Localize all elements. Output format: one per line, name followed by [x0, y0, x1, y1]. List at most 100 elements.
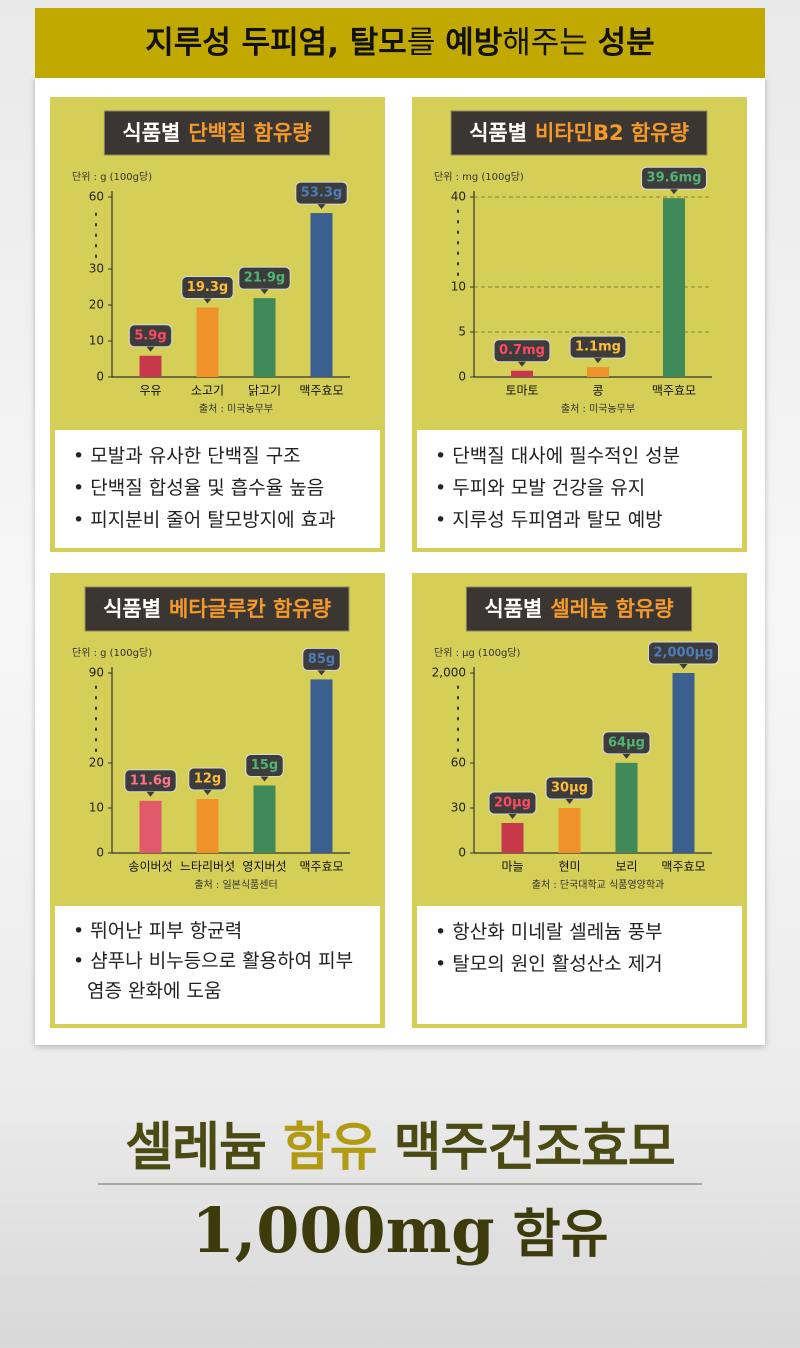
- callout-pointer: [203, 298, 212, 304]
- chart-title-text: 식품별 베타글루칸 함유량: [103, 597, 331, 621]
- bar: [139, 355, 162, 377]
- callout-pointer: [565, 799, 574, 804]
- value-callout: 53.3g: [295, 181, 348, 210]
- source-label: 출처 : 미국농무부: [561, 403, 635, 415]
- note-item: 항산화 미네랄 셀레늄 풍부: [435, 916, 719, 948]
- bar: [310, 679, 333, 853]
- bar: [196, 307, 219, 377]
- chart-panel: 식품별 단백질 함유량 단위 : g (100g당) 0 10 20 30 60 우유 5.9g 소…: [50, 97, 385, 552]
- x-tick-label: 소고기: [191, 384, 224, 398]
- value-callout: 21.9g: [238, 266, 291, 295]
- y-tick-label: 10: [451, 280, 466, 294]
- y-tick-label: 20: [89, 298, 104, 312]
- callout-pointer: [260, 776, 269, 782]
- header-text: 예방: [445, 25, 503, 61]
- value-callout: 39.6mg: [641, 166, 707, 195]
- bar: [672, 673, 695, 853]
- value-callout: 0.7mg: [493, 339, 551, 367]
- chart-title: 식품별 비타민B2 함유량: [450, 110, 708, 156]
- value-label: 0.7mg: [499, 343, 545, 358]
- value-label: 20μg: [494, 796, 531, 811]
- title-box: [84, 586, 350, 632]
- note-item: 모발과 유사한 단백질 구조: [73, 440, 357, 472]
- callout-pointer: [260, 289, 269, 295]
- value-callout: 1.1mg: [569, 335, 627, 364]
- chart-panel: 식품별 베타글루칸 함유량 단위 : g (100g당) 0 10 20 90 송이버섯 11.…: [50, 573, 385, 1028]
- y-tick-label: 20: [89, 756, 104, 770]
- y-tick-label: 60: [451, 756, 466, 770]
- chart-panel: 식품별 셀레늄 함유량 단위 : μg (100g당) 0 30 60 2,000 마늘 20μ…: [412, 573, 747, 1028]
- note-item: 샴푸나 비누등으로 활용하여 피부염증 완화에 도움: [73, 946, 357, 1006]
- x-tick-label: 맥주효모: [661, 860, 705, 874]
- callout-pointer: [622, 753, 631, 759]
- source-label: 출처 : 미국농무부: [199, 403, 273, 415]
- header-text: 성분: [597, 25, 655, 61]
- y-tick-label: 40: [451, 190, 466, 204]
- x-tick-label: 우유: [139, 384, 161, 398]
- callout-pointer: [594, 358, 602, 364]
- title-prefix: 식품별: [484, 597, 542, 621]
- y-tick-label: 90: [89, 666, 104, 680]
- footer-amount: 1,000mg 함유: [0, 1192, 800, 1267]
- x-tick-label: 토마토: [505, 384, 538, 398]
- y-tick-label: 0: [96, 370, 104, 384]
- title-highlight: 셀레늄 함유량: [550, 597, 673, 621]
- note-list: 뛰어난 피부 항균력샴푸나 비누등으로 활용하여 피부염증 완화에 도움: [55, 906, 380, 1024]
- bar: [615, 762, 638, 853]
- title-prefix: 식품별: [469, 121, 527, 145]
- y-tick-label: 0: [458, 846, 466, 860]
- y-tick-label: 10: [89, 334, 104, 348]
- chart-panel: 식품별 비타민B2 함유량 단위 : mg (100g당) 0 5 10 40 토마토 0.7m…: [412, 97, 747, 552]
- y-tick-label: 60: [89, 190, 104, 204]
- x-tick-label: 맥주효모: [299, 384, 343, 398]
- headline-part: 셀레늄: [125, 1118, 283, 1178]
- note-item: 두피와 모발 건강을 유지: [435, 472, 719, 504]
- callout-pointer: [670, 189, 678, 195]
- bar: [196, 799, 219, 853]
- value-label: 30μg: [551, 781, 588, 796]
- value-callout: 64μg: [602, 731, 651, 759]
- unit-label: 단위 : mg (100g당): [434, 170, 524, 183]
- note-item: 피지분비 줄어 탈모방지에 효과: [73, 504, 357, 536]
- title-box: [103, 110, 331, 156]
- value-callout: 15g: [245, 754, 284, 782]
- header-text: 를: [406, 25, 446, 61]
- x-tick-label: 현미: [558, 860, 580, 874]
- x-tick-label: 맥주효모: [299, 860, 343, 874]
- x-tick-label: 닭고기: [248, 384, 281, 398]
- value-label: 39.6mg: [647, 171, 702, 186]
- value-label: 19.3g: [187, 280, 228, 295]
- x-tick-label: 보리: [615, 860, 637, 874]
- value-callout: 5.9g: [128, 324, 173, 352]
- value-callout: 85g: [302, 647, 341, 676]
- value-label: 15g: [251, 758, 278, 773]
- y-tick-label: 10: [89, 801, 104, 815]
- value-callout: 11.6g: [124, 769, 177, 797]
- chart-title: 식품별 셀레늄 함유량: [465, 586, 693, 632]
- value-label: 2,000μg: [654, 646, 714, 661]
- header-text: 지루성 두피염, 탈모: [145, 25, 407, 61]
- value-label: 5.9g: [134, 328, 166, 343]
- note-item: 탈모의 원인 활성산소 제거: [435, 948, 719, 980]
- chart-title-text: 식품별 비타민B2 함유량: [469, 121, 689, 145]
- callout-pointer: [508, 814, 517, 819]
- value-label: 11.6g: [130, 773, 171, 788]
- note-list: 단백질 대사에 필수적인 성분두피와 모발 건강을 유지지루성 두피염과 탈모 …: [417, 430, 742, 548]
- note-list: 항산화 미네랄 셀레늄 풍부탈모의 원인 활성산소 제거: [417, 906, 742, 1024]
- callout-pointer: [203, 790, 212, 795]
- note-item: 뛰어난 피부 항균력: [73, 916, 357, 946]
- bar: [310, 213, 333, 377]
- callout-pointer: [146, 346, 155, 352]
- unit-label: 단위 : g (100g당): [72, 646, 152, 659]
- bar: [511, 370, 533, 377]
- value-callout: 20μg: [488, 791, 537, 819]
- chart-title: 식품별 베타글루칸 함유량: [84, 586, 350, 632]
- note-item: 단백질 합성율 및 흡수율 높음: [73, 472, 357, 504]
- x-tick-label: 송이버섯: [128, 860, 172, 874]
- callout-pointer: [146, 791, 155, 797]
- headline-part: 맥주건조효모: [376, 1118, 676, 1178]
